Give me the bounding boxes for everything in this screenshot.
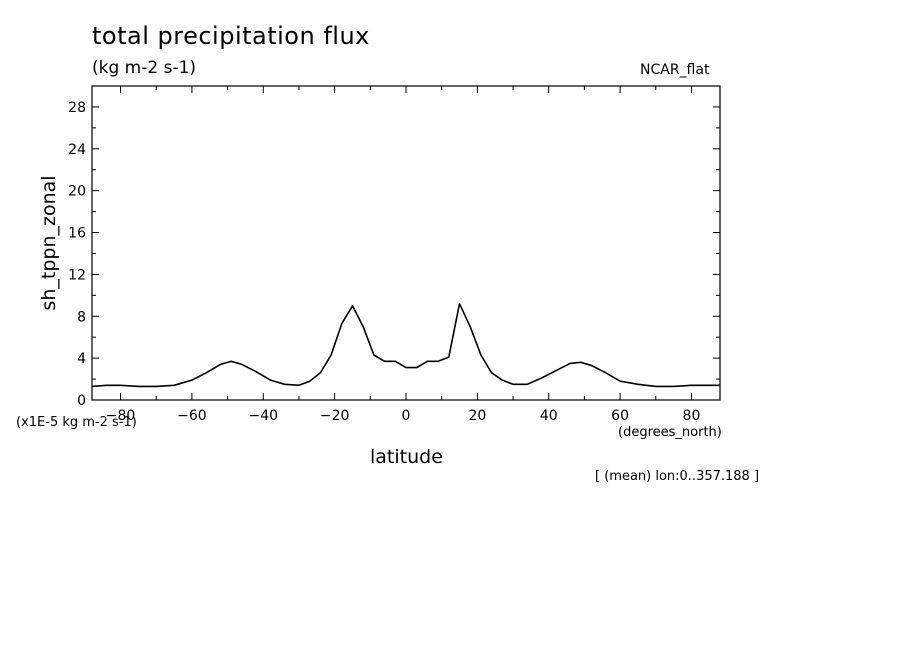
y-tick-label: 8: [77, 309, 86, 325]
plot-border: [91, 85, 721, 401]
y-tick-label: 16: [68, 226, 86, 242]
plot-frame: [91, 85, 721, 401]
x-tick-label: 0: [402, 408, 411, 424]
x-tick-label: 40: [540, 408, 558, 424]
x-axis-ticks: −80 −60 −40 −20 0 20 40 60 80: [106, 86, 701, 424]
x-tick-label: 80: [683, 408, 701, 424]
x-tick-label: −40: [248, 408, 278, 424]
series-line: [91, 302, 720, 388]
x-tick-label: −80: [106, 408, 136, 424]
y-tick-label: 24: [68, 142, 86, 158]
chart-title: total precipitation flux: [92, 22, 370, 50]
y-tick-label: 20: [68, 184, 86, 200]
x-tick-label: 60: [611, 408, 629, 424]
y-axis-ticks: 0 4 8 12 16 20 24 28: [68, 85, 720, 409]
source-label: NCAR_flat: [640, 62, 710, 78]
series-layer: [91, 302, 720, 388]
y-tick-label: 28: [68, 100, 86, 116]
x-axis-label: latitude: [370, 446, 443, 468]
x-tick-label: −20: [320, 408, 350, 424]
y-tick-label: 12: [68, 267, 86, 283]
averaging-note: [ (mean) lon:0..357.188 ]: [595, 469, 760, 484]
x-tick-label: −60: [177, 408, 207, 424]
x-tick-label: 20: [468, 408, 486, 424]
chart-subtitle: (kg m-2 s-1): [92, 58, 197, 78]
y-tick-label: 0: [77, 393, 86, 409]
y-axis-label: sh_tppn_zonal: [38, 175, 60, 310]
x-unit-label: (degrees_north): [618, 425, 722, 440]
y-unit-label: (x1E-5 kg m-2 s-1): [16, 415, 137, 430]
y-tick-label: 4: [77, 351, 86, 367]
